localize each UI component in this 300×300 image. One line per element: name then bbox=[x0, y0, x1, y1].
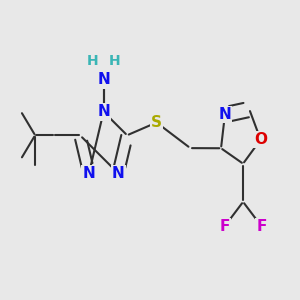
Text: N: N bbox=[112, 166, 124, 181]
Text: N: N bbox=[218, 107, 231, 122]
Text: S: S bbox=[151, 115, 162, 130]
Text: H: H bbox=[109, 54, 120, 68]
Text: S: S bbox=[151, 115, 162, 130]
Text: N: N bbox=[82, 166, 95, 181]
Text: H: H bbox=[87, 54, 98, 68]
Text: N: N bbox=[97, 104, 110, 119]
Text: F: F bbox=[256, 219, 267, 234]
Text: N: N bbox=[97, 72, 110, 87]
Text: F: F bbox=[219, 219, 230, 234]
Text: O: O bbox=[254, 132, 267, 147]
